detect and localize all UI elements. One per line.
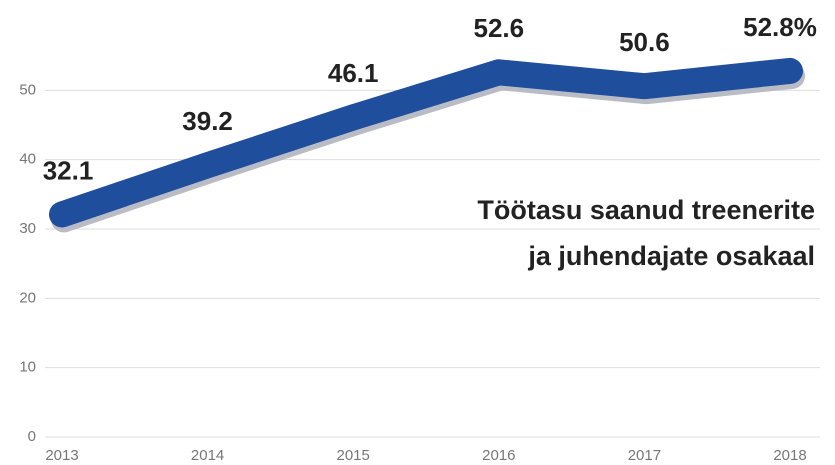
chart-title: Töötasu saanud treenerite [477,195,815,225]
data-label: 39.2 [182,106,233,136]
data-label: 32.1 [43,155,94,185]
x-tick-label: 2013 [45,447,78,464]
y-tick-label: 40 [19,151,36,168]
data-label: 46.1 [328,58,379,88]
y-tick-label: 20 [19,289,36,306]
x-tick-label: 2016 [482,447,515,464]
y-tick-label: 0 [28,428,36,445]
data-label: 52.6 [473,13,524,43]
y-tick-label: 10 [19,359,36,376]
data-label: 52.8% [743,12,817,42]
line [49,57,803,228]
data-label: 50.6 [619,27,670,57]
x-tick-label: 2018 [773,447,806,464]
y-tick-label: 50 [19,81,36,98]
y-tick-label: 30 [19,220,36,237]
x-tick-label: 2015 [337,447,370,464]
chart-title: ja juhendajate osakaal [527,241,815,271]
x-tick-label: 2014 [191,447,224,464]
x-tick-label: 2017 [628,447,661,464]
